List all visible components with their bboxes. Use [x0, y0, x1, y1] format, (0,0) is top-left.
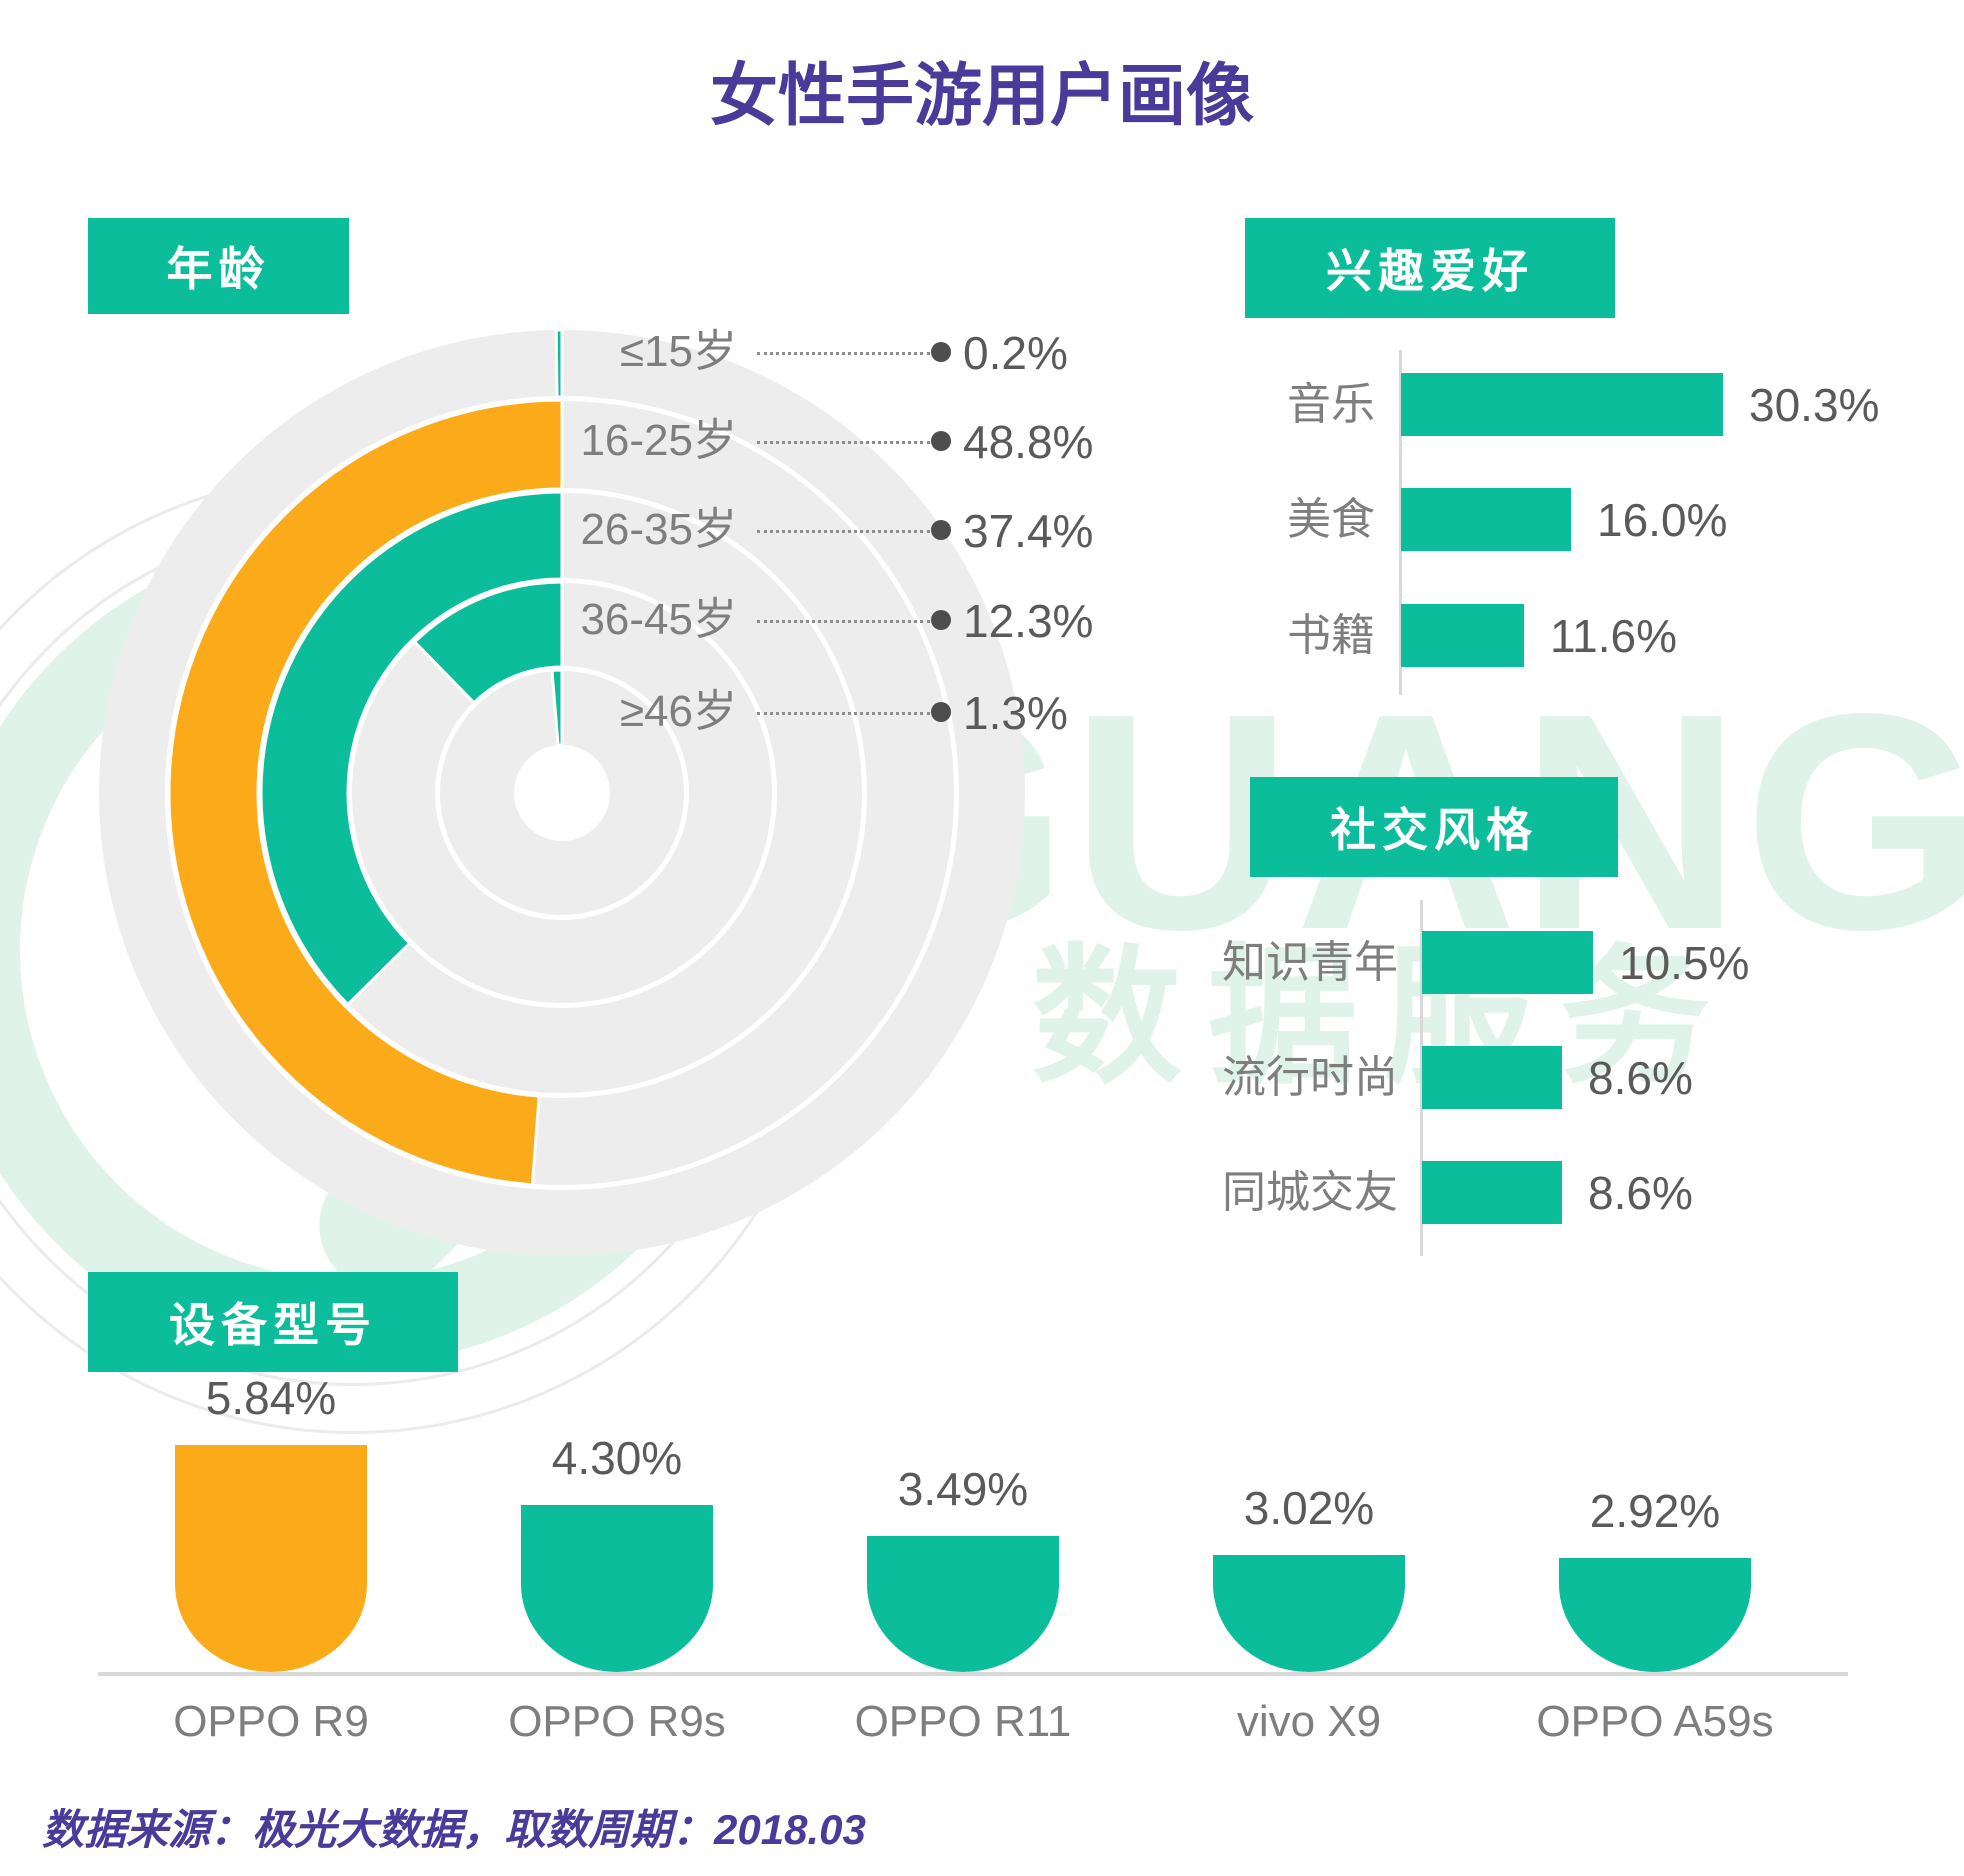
bar-value: 30.3%	[1749, 378, 1880, 431]
device-bar-OPPO R11	[867, 1536, 1059, 1672]
age-value: 48.8%	[963, 416, 1094, 468]
bar-value: 11.6%	[1550, 609, 1678, 662]
age-label: 16-25岁	[580, 416, 737, 465]
age-value: 0.2%	[963, 327, 1068, 379]
bar	[1422, 931, 1593, 994]
device-name: vivo X9	[1236, 1697, 1382, 1746]
age-dot	[931, 431, 951, 451]
bar-value: 8.6%	[1588, 1166, 1693, 1219]
age-ring-center	[514, 745, 610, 841]
device-name: OPPO R9s	[508, 1697, 726, 1746]
age-value: 37.4%	[963, 505, 1094, 557]
device-name: OPPO R9	[173, 1697, 369, 1746]
age-leader-line	[757, 352, 930, 355]
bar	[1401, 488, 1571, 551]
age-ring-chart	[99, 328, 1025, 1256]
age-leader-line	[757, 620, 930, 623]
bar	[1401, 604, 1524, 667]
age-label: 36-45岁	[580, 595, 737, 644]
device-name: OPPO R11	[854, 1697, 1072, 1746]
age-leader-line	[757, 712, 930, 715]
section-label-social: 社交风格	[1250, 777, 1618, 877]
age-dot	[931, 342, 951, 362]
bar-label: 知识青年	[1222, 937, 1398, 987]
bar	[1422, 1161, 1562, 1224]
age-label: ≥46岁	[619, 687, 737, 736]
bar-label: 同城交友	[1222, 1167, 1398, 1217]
bar-label: 流行时尚	[1222, 1052, 1398, 1102]
device-baseline	[98, 1672, 1848, 1676]
device-name: OPPO A59s	[1536, 1697, 1774, 1746]
device-bar-OPPO A59s	[1559, 1558, 1751, 1672]
bar-value: 16.0%	[1597, 493, 1728, 546]
age-leader-line	[757, 530, 930, 533]
age-leader-line	[757, 441, 930, 444]
device-value: 4.30%	[551, 1432, 683, 1484]
device-value: 5.84%	[205, 1372, 337, 1424]
bar-axis-line	[1420, 900, 1423, 1256]
device-value: 3.49%	[897, 1463, 1029, 1515]
data-source-footer: 数据来源：极光大数据，取数周期：2018.03	[42, 1806, 866, 1853]
age-dot	[931, 610, 951, 630]
device-bar-OPPO R9s	[521, 1505, 713, 1672]
age-label: 26-35岁	[580, 505, 737, 554]
age-dot	[931, 702, 951, 722]
age-value: 12.3%	[963, 595, 1094, 647]
bar-value: 10.5%	[1619, 936, 1750, 989]
bar-axis-line	[1399, 350, 1402, 695]
age-value: 1.3%	[963, 687, 1068, 739]
age-arc-≤15岁	[554, 328, 564, 399]
bar-label: 美食	[1287, 494, 1375, 544]
section-label-device: 设备型号	[88, 1272, 458, 1372]
bar	[1422, 1046, 1562, 1109]
device-bar-vivo X9	[1213, 1555, 1405, 1672]
page-title: 女性手游用户画像	[709, 58, 1254, 134]
bar-label: 书籍	[1287, 610, 1375, 660]
bar-value: 8.6%	[1588, 1051, 1693, 1104]
device-bar-OPPO R9	[175, 1445, 367, 1672]
bar-label: 音乐	[1287, 379, 1375, 429]
section-label-interest: 兴趣爱好	[1245, 218, 1615, 318]
age-dot	[931, 520, 951, 540]
device-value: 2.92%	[1589, 1485, 1721, 1537]
age-label: ≤15岁	[619, 327, 737, 376]
section-label-age: 年龄	[88, 218, 349, 314]
bar	[1401, 373, 1723, 436]
device-value: 3.02%	[1243, 1482, 1375, 1534]
